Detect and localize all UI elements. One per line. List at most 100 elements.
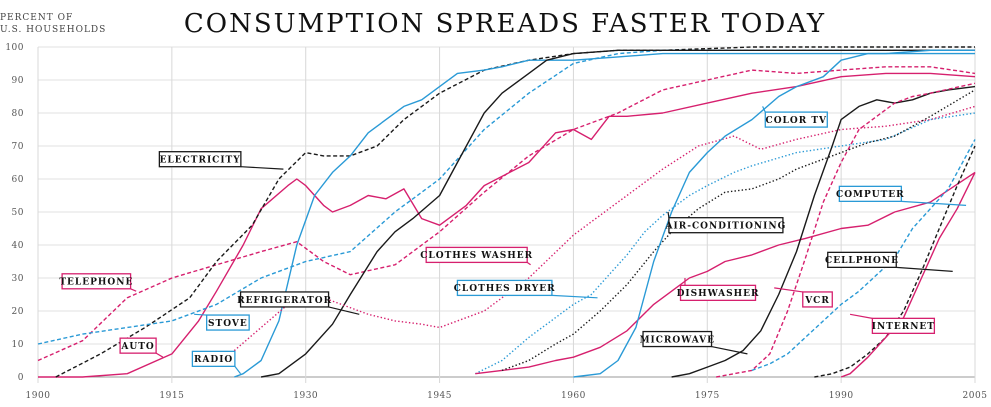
y-tick-label: 30 (12, 274, 24, 284)
grid (37, 46, 976, 383)
y-tick-label: 100 (5, 43, 24, 53)
callout-refrigerator: REFRIGERATOR (237, 291, 360, 315)
callout-color-tv: COLOR TV (762, 106, 828, 128)
x-tick-label: 1915 (159, 391, 184, 401)
callout-label: CLOTHES DRYER (454, 284, 556, 294)
callout-leader (194, 313, 207, 316)
callout-box (642, 330, 713, 348)
callout-box (764, 111, 828, 128)
callout-leader (328, 306, 360, 315)
series-lines (37, 46, 976, 378)
series-line-color-tv (573, 49, 975, 378)
callout-label: AUTO (120, 342, 154, 352)
unit-label-line-1: PERCENT OF (0, 13, 73, 23)
x-tick-label: 1960 (561, 391, 586, 401)
chart-title: CONSUMPTION SPREADS FASTER TODAY (184, 9, 826, 39)
x-tick-label: 2005 (963, 391, 988, 401)
callout-vcr: VCR (774, 287, 833, 308)
y-tick-label: 90 (12, 76, 24, 86)
series-line-clothes-washer (233, 105, 976, 352)
callout-box (61, 273, 132, 290)
y-axis-ticks: 0 10 20 30 40 50 60 70 80 90 100 (5, 43, 24, 383)
y-tick-label: 80 (12, 109, 24, 119)
callout-leader (130, 288, 137, 292)
callout-label: COMPUTER (836, 190, 905, 200)
callout-box (206, 314, 250, 331)
series-line-refrigerator (260, 49, 975, 378)
callout-leader (667, 211, 670, 218)
callout-label: CELLPHONE (825, 256, 899, 266)
callout-leader (234, 365, 242, 375)
x-axis-ticks: 1900 1915 1930 1945 1960 1975 1990 2005 (26, 391, 988, 401)
x-tick-label: 1900 (26, 391, 51, 401)
callout-label: RADIO (194, 355, 233, 365)
callout-microwave: MICROWAVE (640, 330, 748, 355)
callout-box (239, 291, 330, 308)
callout-box (119, 337, 157, 354)
callout-cellphone: CELLPHONE (825, 251, 953, 272)
callout-telephone: TELEPHONE (59, 273, 137, 292)
series-line-radio (234, 52, 975, 378)
callout-box (802, 291, 833, 308)
series-line-dishwasher (475, 171, 976, 375)
series-line-clothes-dryer (474, 112, 976, 375)
callout-label: VCR (804, 296, 830, 306)
callout-label: DISHWASHER (677, 289, 760, 299)
callout-label: INTERNET (872, 322, 935, 332)
callout-clothes-washer: CLOTHES WASHER (420, 246, 533, 266)
callout-air-conditioning: AIR-CONDITIONING (665, 211, 787, 234)
callout-leader (155, 352, 164, 358)
callout-electricity: ELECTRICITY (158, 151, 284, 170)
callout-box (827, 251, 897, 269)
callout-auto: AUTO (119, 337, 164, 358)
callout-box (679, 284, 757, 302)
callout-label: REFRIGERATOR (237, 296, 332, 306)
callout-label: COLOR TV (766, 116, 827, 126)
series-line-internet (840, 172, 976, 378)
series-line-auto (38, 72, 976, 378)
callout-clothes-dryer: CLOTHES DRYER (454, 279, 598, 299)
series-line-air-conditioning (501, 89, 976, 372)
series-line-telephone (37, 66, 976, 362)
series-line-stove (37, 49, 975, 345)
y-tick-label: 40 (12, 241, 24, 251)
callout-label: AIR-CONDITIONING (665, 222, 787, 232)
x-tick-label: 1930 (293, 391, 318, 401)
callout-box (456, 279, 553, 297)
y-tick-label: 10 (12, 340, 24, 350)
callout-box (425, 246, 528, 264)
callout-label: STOVE (208, 319, 248, 329)
callout-leader (711, 345, 748, 355)
series-callouts: ELECTRICITY TELEPHONE AUTO REFRIGERATOR STOV… (59, 106, 967, 375)
callout-box (191, 350, 236, 368)
series-line-computer (751, 139, 976, 372)
series-line-microwave (671, 85, 976, 378)
callout-leader (896, 266, 953, 272)
callout-leader (240, 166, 284, 170)
callout-leader (551, 294, 598, 299)
callout-label: TELEPHONE (59, 278, 133, 288)
callout-leader (901, 200, 967, 206)
y-tick-label: 60 (12, 175, 24, 185)
callout-box (158, 151, 242, 168)
callout-internet: INTERNET (849, 313, 936, 335)
callout-box (838, 185, 903, 203)
y-tick-label: 50 (12, 208, 24, 218)
callout-leader (774, 287, 803, 293)
callout-label: CLOTHES WASHER (420, 251, 533, 261)
callout-stove: STOVE (194, 313, 250, 331)
callout-leader (762, 106, 766, 113)
y-tick-label: 20 (12, 307, 24, 317)
callout-label: ELECTRICITY (160, 156, 241, 166)
callout-label: MICROWAVE (640, 335, 715, 345)
callout-box (871, 317, 936, 335)
x-tick-label: 1975 (695, 391, 720, 401)
callout-leader (849, 313, 873, 319)
callout-computer: COMPUTER (836, 185, 967, 206)
unit-label-line-2: U.S. HOUSEHOLDS (0, 25, 106, 35)
y-tick-label: 0 (18, 373, 24, 383)
series-line-vcr (716, 82, 976, 378)
x-tick-label: 1990 (829, 391, 854, 401)
callout-radio: RADIO (191, 350, 242, 375)
